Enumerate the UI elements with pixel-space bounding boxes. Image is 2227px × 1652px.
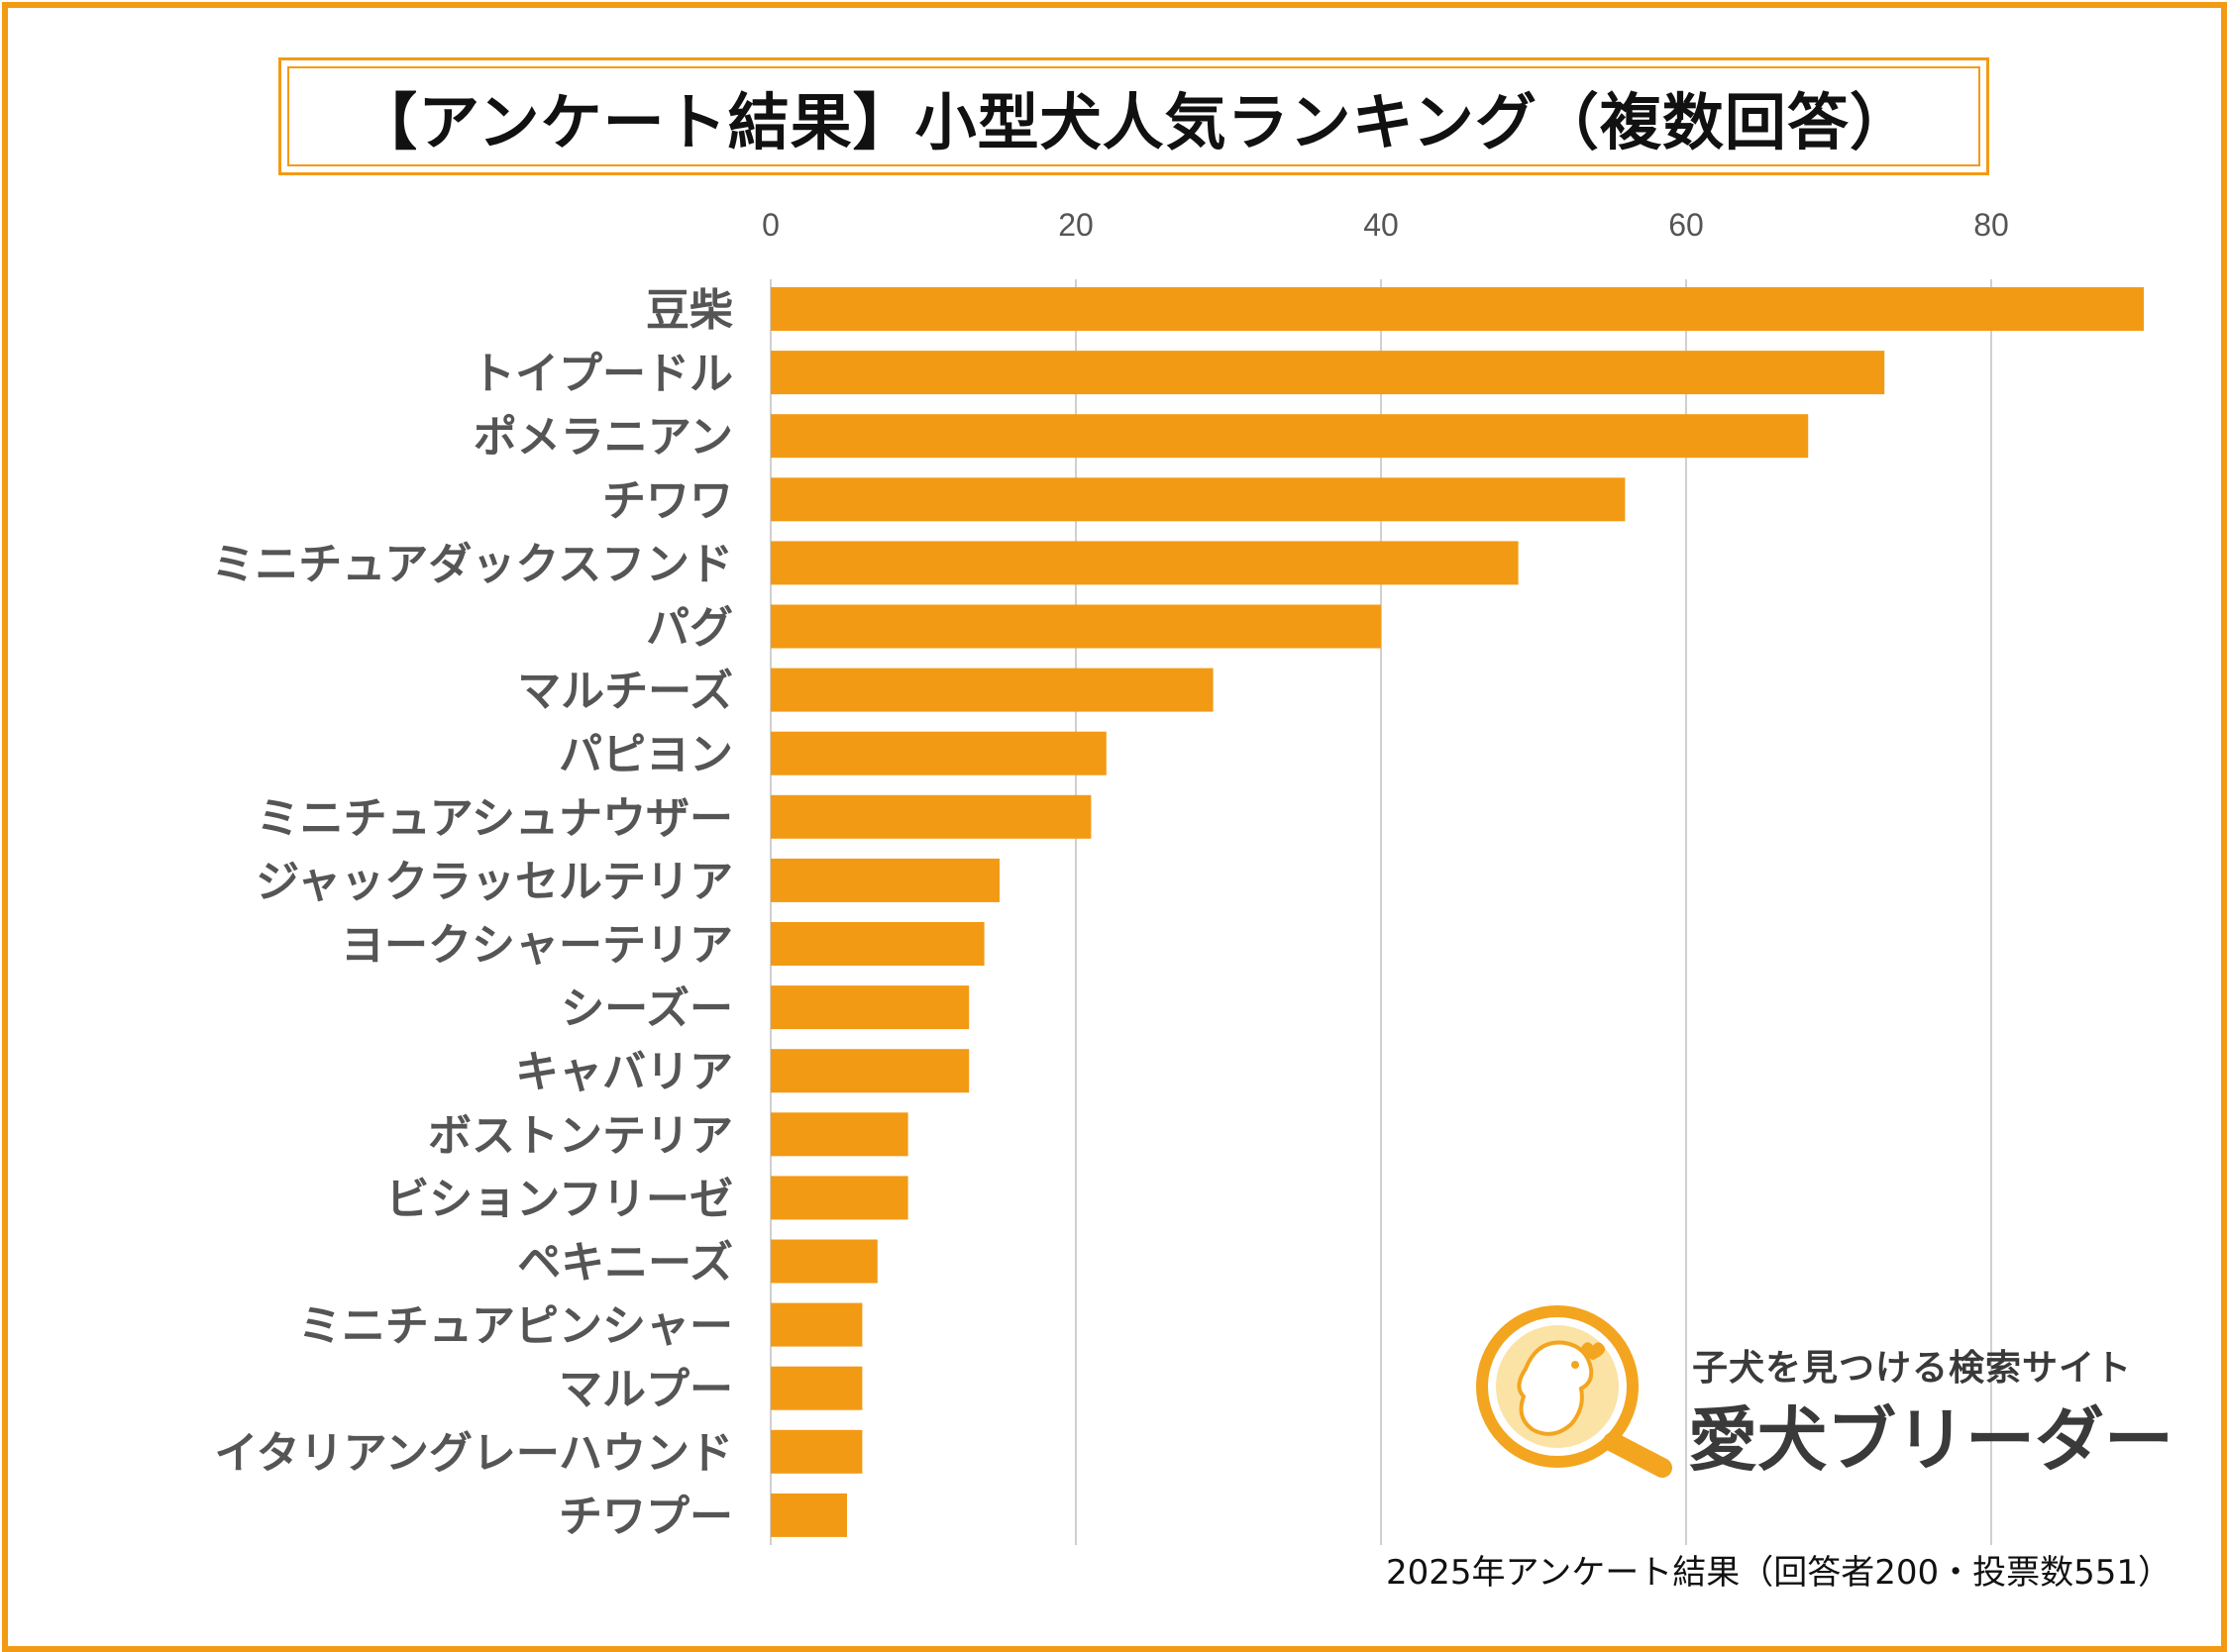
category-label: ポメラニアン xyxy=(474,412,733,463)
bar-16 xyxy=(771,1239,878,1284)
bar-8 xyxy=(771,731,1107,775)
bar-14 xyxy=(771,1112,908,1157)
bar-7 xyxy=(771,668,1214,712)
category-label: トイプードル xyxy=(472,349,733,399)
category-label: 豆柴 xyxy=(646,285,733,336)
bar-11 xyxy=(771,922,985,966)
category-label: パピヨン xyxy=(559,730,733,780)
category-label: イタリアングレーハウンド xyxy=(214,1428,733,1479)
category-label: ミニチュアダックスフンド xyxy=(211,539,733,589)
category-label: ボストンテリア xyxy=(428,1110,733,1161)
x-tick-label: 40 xyxy=(1363,207,1399,243)
bar-6 xyxy=(771,604,1381,649)
category-label: ヨークシャーテリア xyxy=(341,920,733,971)
category-labels: 豆柴トイプードルポメラニアンチワワミニチュアダックスフンドパグマルチーズパピヨン… xyxy=(211,285,733,1542)
category-label: パグ xyxy=(646,603,733,654)
chart-title: 【アンケート結果】小型犬人気ランキング（複数回答） xyxy=(356,85,1912,158)
x-tick-label: 60 xyxy=(1668,207,1704,243)
logo-name: 愛犬ブリーダー xyxy=(1688,1399,2174,1481)
category-label: ミニチュアシュナウザー xyxy=(257,793,733,844)
bar-17 xyxy=(771,1302,863,1347)
magnifier-dog-icon xyxy=(1476,1305,1672,1478)
logo: 子犬を見つける検索サイト 愛犬ブリーダー xyxy=(1468,1299,2181,1481)
bar-9 xyxy=(771,794,1092,839)
bar-3 xyxy=(771,414,1809,459)
category-label: チワプー xyxy=(559,1492,733,1542)
footnote: 2025年アンケート結果（回答者200・投票数551） xyxy=(1386,1553,2172,1593)
bars xyxy=(771,287,2144,1537)
bar-4 xyxy=(771,477,1626,522)
bar-12 xyxy=(771,985,970,1030)
bar-2 xyxy=(771,351,1885,395)
bar-13 xyxy=(771,1049,970,1093)
title-box-inner-border xyxy=(287,66,1980,166)
bar-5 xyxy=(771,541,1519,585)
category-label: ペキニーズ xyxy=(517,1238,733,1289)
category-label: キャバリア xyxy=(515,1047,733,1097)
x-tick-label: 80 xyxy=(1973,207,2009,243)
category-label: マルチーズ xyxy=(517,667,733,717)
bar-18 xyxy=(771,1366,863,1410)
x-axis-ticks: 0 20 40 60 80 xyxy=(762,207,2009,243)
category-label: ミニチュアピンシャー xyxy=(298,1301,733,1352)
x-tick-label: 20 xyxy=(1058,207,1094,243)
category-label: ビションフリーゼ xyxy=(385,1174,733,1224)
bar-19 xyxy=(771,1429,863,1474)
category-label: シーズー xyxy=(561,983,733,1034)
category-label: ジャックラッセルテリア xyxy=(256,857,733,907)
logo-tagline: 子犬を見つける検索サイト xyxy=(1692,1348,2133,1389)
title-box: 【アンケート結果】小型犬人気ランキング（複数回答） xyxy=(278,57,1989,175)
category-label: チワワ xyxy=(602,475,733,526)
x-tick-label: 0 xyxy=(762,207,780,243)
bar-15 xyxy=(771,1176,908,1220)
bar-10 xyxy=(771,858,1000,902)
category-label: マルプー xyxy=(559,1365,733,1415)
bar-1 xyxy=(771,287,2144,331)
bar-20 xyxy=(771,1493,847,1537)
